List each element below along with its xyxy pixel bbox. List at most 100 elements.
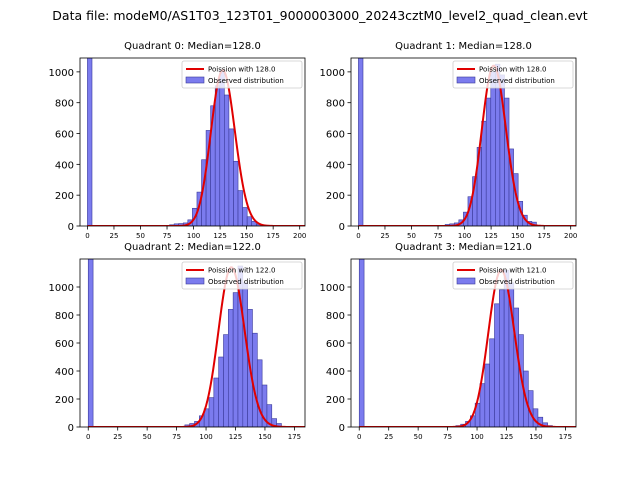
y-tick-label: 600 (326, 339, 345, 350)
histogram-bar (499, 289, 505, 427)
x-tick-label: 25 (384, 433, 393, 441)
poisson-curve (358, 64, 576, 226)
y-tick-label: 0 (68, 222, 74, 233)
legend-line-label: Poission with 122.0 (208, 267, 276, 275)
histogram-bar (276, 423, 282, 427)
histogram-bar (271, 418, 277, 427)
poisson-curve (88, 266, 305, 427)
x-tick-label: 75 (434, 232, 443, 240)
x-tick-label: 0 (85, 232, 89, 240)
histogram-bar (224, 94, 230, 226)
x-tick-label: 75 (443, 433, 452, 441)
histogram-bar (223, 334, 229, 427)
x-tick-label: 100 (199, 433, 212, 441)
histogram-bar (228, 309, 234, 427)
histogram-bar (242, 207, 248, 226)
panel-quadrant-0: Quadrant 0: Median=128.0 0 25 50 75 100 125 150… (49, 41, 307, 240)
x-tick-label: 25 (110, 232, 119, 240)
y-tick-label: 200 (326, 191, 345, 202)
x-tick-label: 0 (357, 433, 361, 441)
poisson-curve (359, 269, 576, 427)
x-tick-label: 25 (113, 433, 122, 441)
x-tick-label: 150 (240, 232, 253, 240)
legend-bar-swatch (456, 76, 476, 84)
histogram-bar (208, 397, 215, 427)
x-tick-label: 175 (266, 232, 279, 240)
panel-quadrant-3: Quadrant 3: Median=121.0 0 25 50 75 100 125 150… (320, 242, 577, 441)
histogram-bar (228, 128, 234, 226)
histogram-bar (232, 292, 239, 427)
x-tick-label: 150 (529, 433, 542, 441)
y-tick-label: 400 (55, 367, 74, 378)
x-tick-label: 200 (564, 232, 577, 240)
histogram-bar (214, 85, 221, 226)
x-tick-label: 50 (407, 232, 416, 240)
x-tick-label: 150 (511, 232, 524, 240)
legend-box (181, 261, 303, 290)
y-tick-label: 0 (339, 222, 345, 233)
x-tick-label: 125 (500, 433, 513, 441)
histogram-bar (495, 63, 501, 226)
legend-line-label: Poission with 121.0 (479, 267, 547, 275)
histogram-bar (213, 377, 219, 427)
y-tick-label: 600 (55, 130, 74, 141)
legend-line-label: Poission with 128.0 (479, 66, 547, 74)
histogram-bar (494, 303, 500, 427)
x-tick-label: 125 (229, 433, 242, 441)
y-tick-label: 800 (55, 311, 74, 322)
legend-bar-swatch (185, 76, 205, 84)
plot-area (87, 259, 305, 427)
histogram-bar (256, 359, 263, 427)
histogram-bar (218, 356, 224, 427)
panel-title: Quadrant 1: Median=128.0 (395, 41, 532, 52)
legend-box (181, 60, 303, 89)
x-tick-label: 200 (293, 232, 306, 240)
histogram-bar (490, 71, 496, 226)
histogram-bar (358, 58, 364, 226)
histogram-bar (219, 70, 225, 226)
suptitle: Data file: modeM0/AS1T03_123T01_90000030… (52, 8, 587, 23)
poisson-curve (87, 69, 305, 226)
y-tick-label: 200 (326, 395, 345, 406)
y-tick-label: 800 (55, 99, 74, 110)
histogram-bar (242, 282, 248, 427)
y-tick-label: 1000 (320, 68, 345, 79)
y-tick-label: 800 (326, 311, 345, 322)
histogram-bar (358, 259, 365, 427)
x-tick-label: 100 (187, 232, 200, 240)
histogram-bar (233, 160, 239, 226)
y-tick-label: 600 (55, 339, 74, 350)
legend-box (452, 60, 574, 89)
legend: Poission with 122.0 Observed distribution (181, 261, 303, 290)
y-tick-label: 1000 (49, 68, 74, 79)
x-tick-label: 150 (258, 433, 271, 441)
legend-box (452, 261, 574, 290)
x-tick-label: 0 (356, 232, 360, 240)
x-tick-label: 75 (163, 232, 172, 240)
panel-quadrant-2: Quadrant 2: Median=122.0 0 25 50 75 100 125 150… (49, 242, 306, 441)
x-tick-label: 125 (484, 232, 497, 240)
x-tick-label: 175 (537, 232, 550, 240)
y-tick-label: 400 (326, 367, 345, 378)
y-tick-label: 1000 (320, 283, 345, 294)
y-tick-label: 200 (55, 191, 74, 202)
y-tick-label: 400 (326, 160, 345, 171)
y-tick-label: 600 (326, 130, 345, 141)
x-tick-label: 50 (414, 433, 423, 441)
legend-line-label: Poission with 128.0 (208, 66, 276, 74)
x-tick-label: 125 (213, 232, 226, 240)
x-tick-label: 175 (559, 433, 572, 441)
x-tick-label: 0 (86, 433, 90, 441)
axes-frame (350, 57, 577, 227)
histogram-bar (246, 216, 253, 226)
y-tick-label: 200 (55, 395, 74, 406)
histogram-bar (87, 259, 94, 427)
panel-title: Quadrant 0: Median=128.0 (124, 41, 261, 52)
x-tick-label: 175 (288, 433, 301, 441)
histogram-bar (484, 363, 490, 427)
legend-bar-label: Observed distribution (208, 278, 284, 286)
legend-bar-swatch (185, 277, 205, 285)
x-tick-label: 75 (172, 433, 181, 441)
x-tick-label: 100 (458, 232, 471, 240)
